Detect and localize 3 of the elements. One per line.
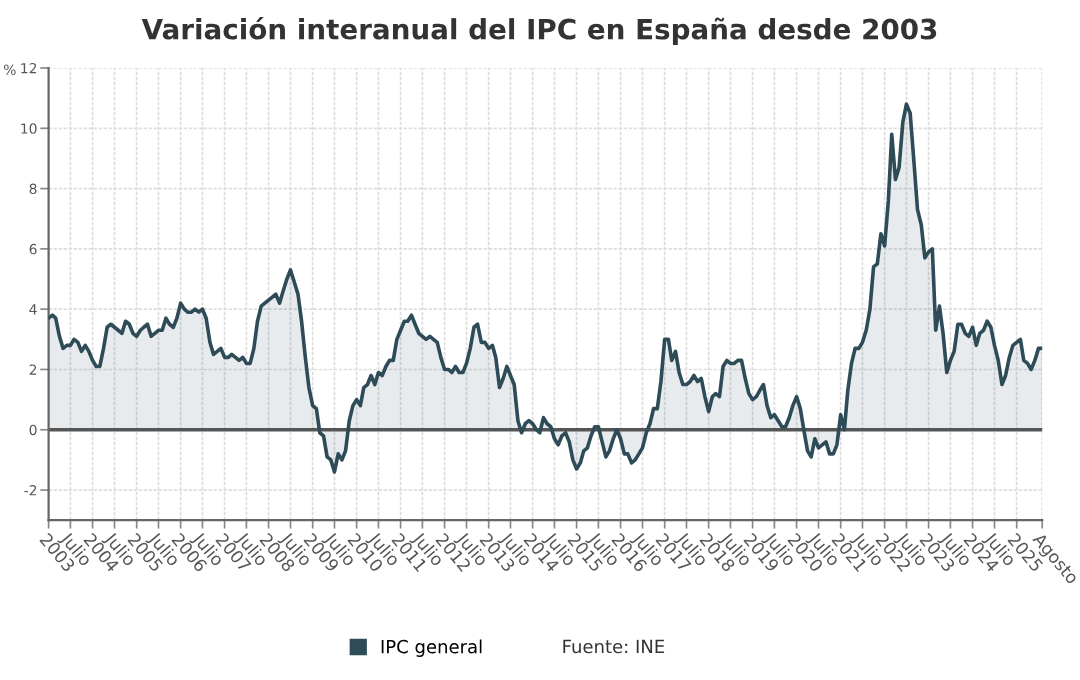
chart-title: Variación interanual del IPC en España desde 2003 (141, 17, 937, 45)
source-note: Fuente: INE (563, 639, 665, 654)
legend-label: IPC general (381, 639, 482, 657)
